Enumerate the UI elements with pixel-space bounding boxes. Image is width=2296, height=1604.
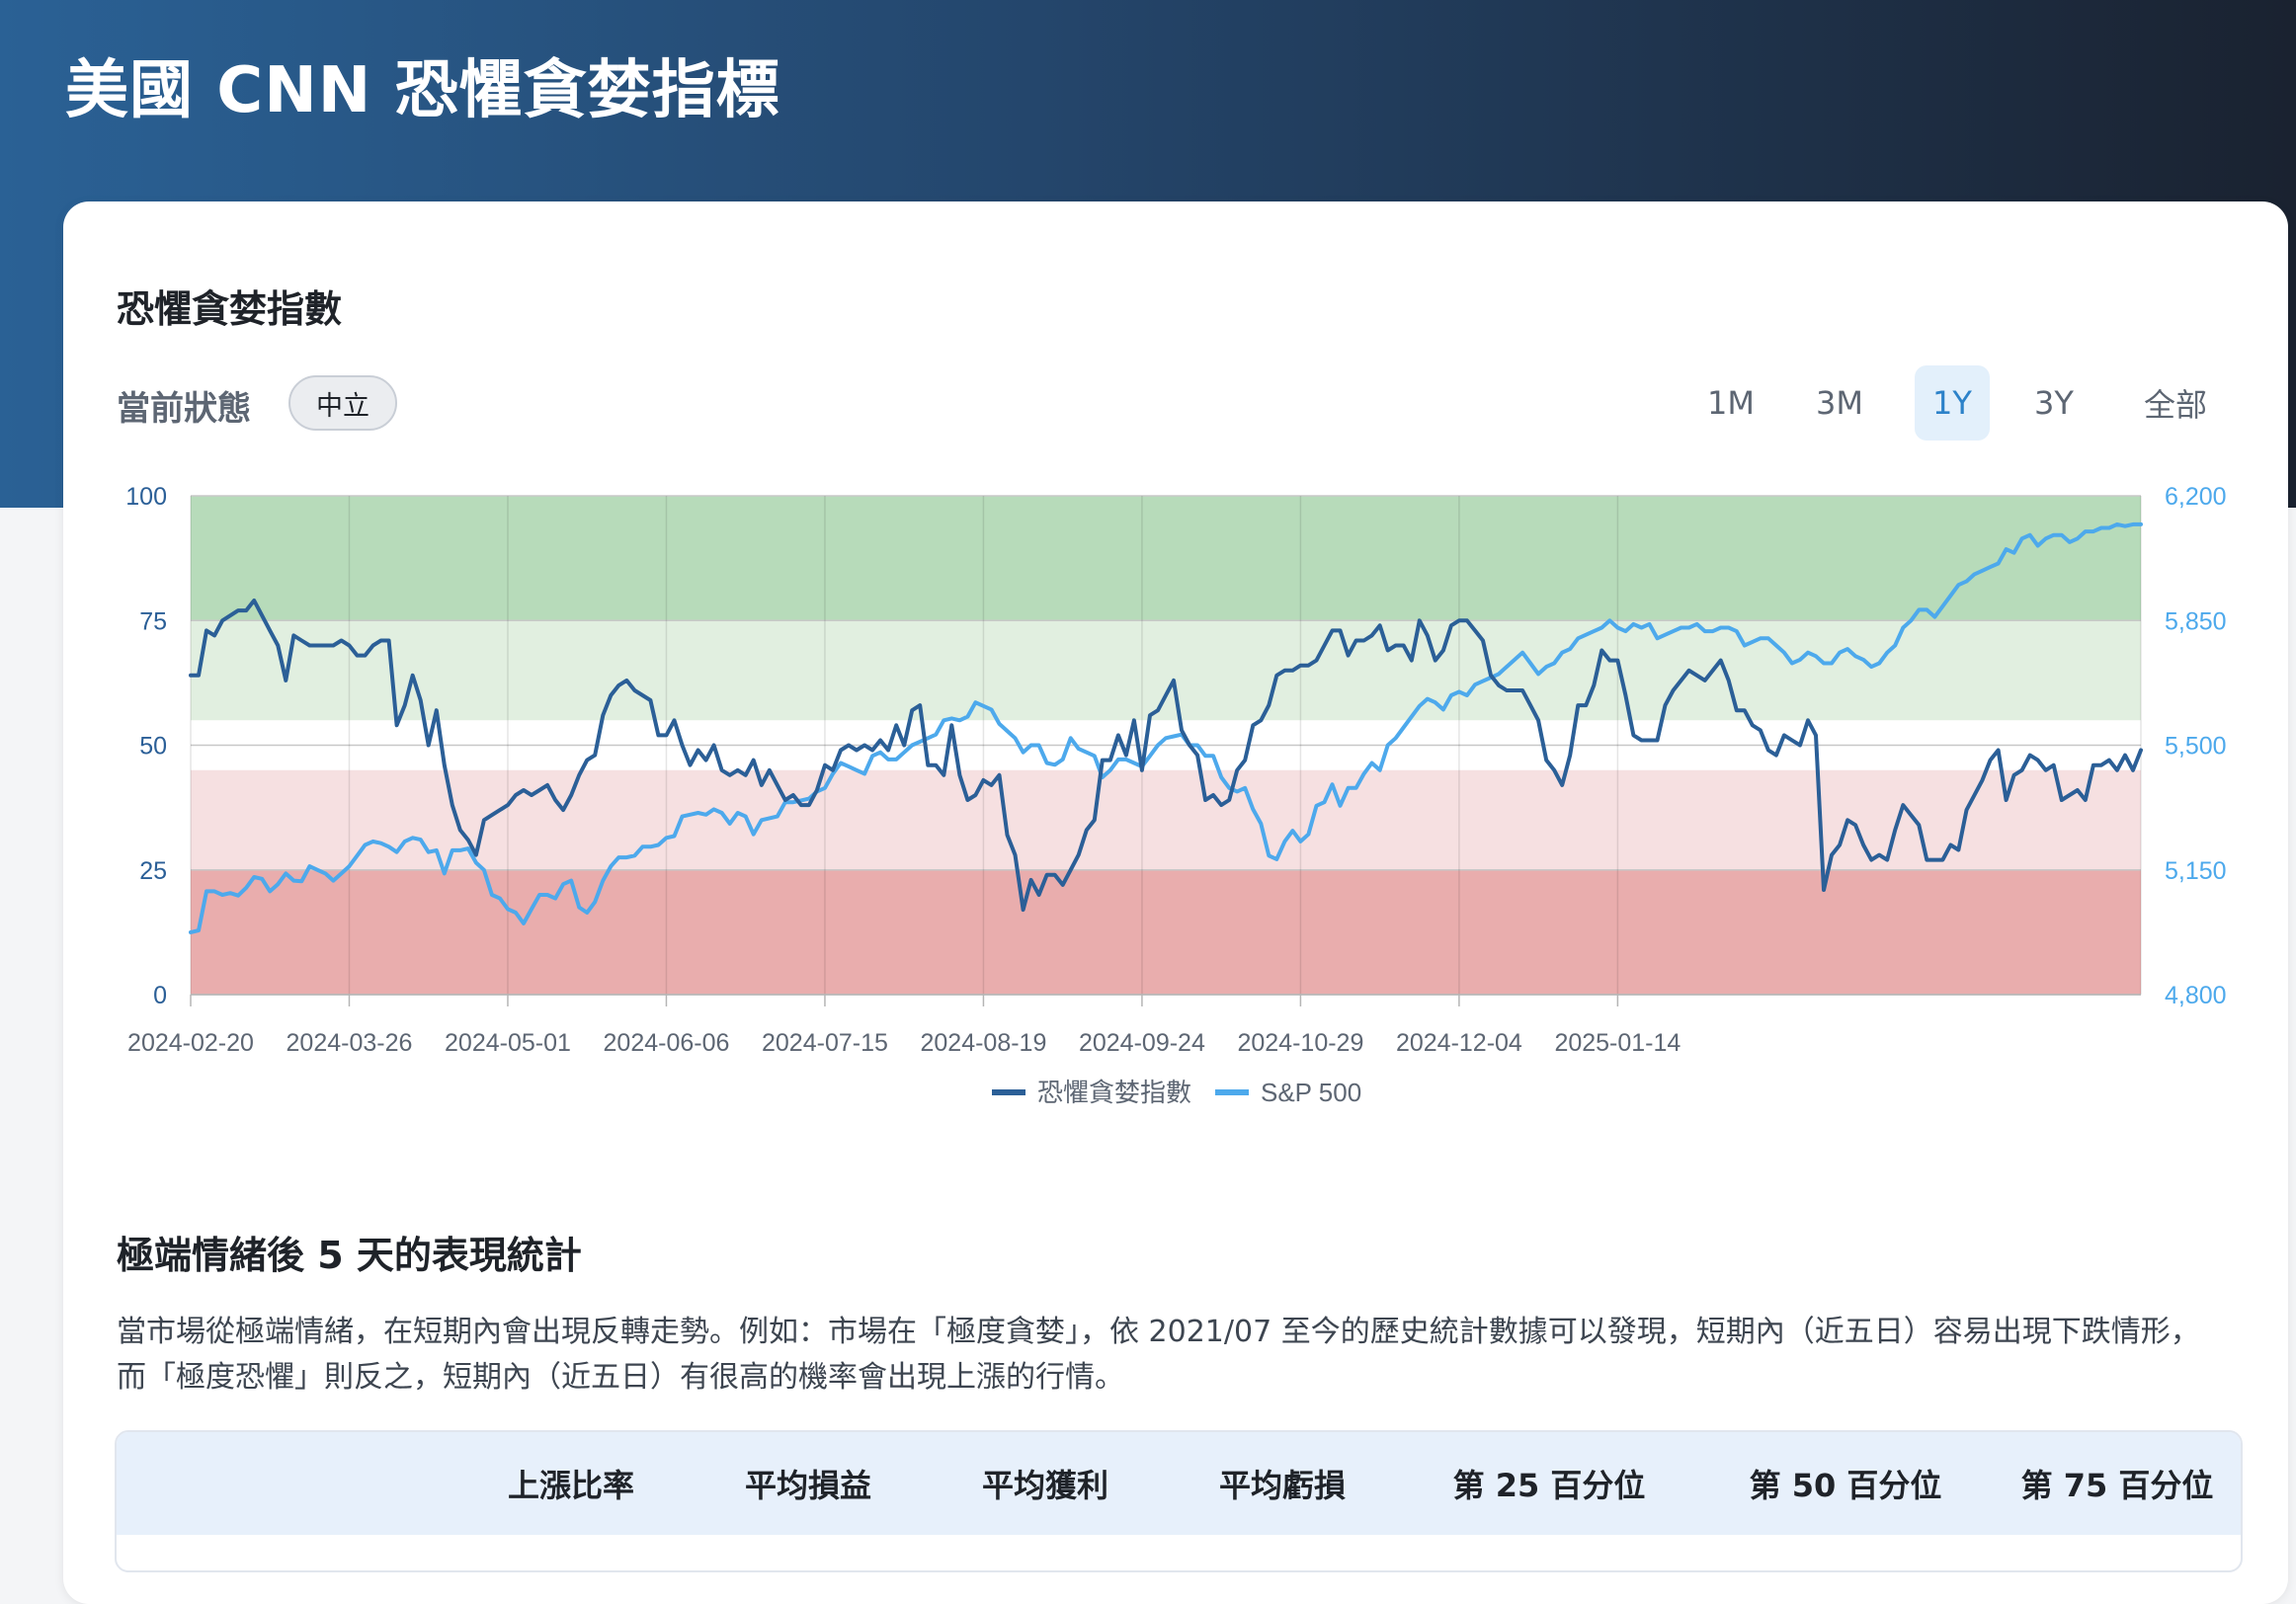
sentiment-zone bbox=[191, 620, 2141, 721]
range-tab-3m[interactable]: 3M bbox=[1816, 384, 1863, 422]
y-left-tick-label: 0 bbox=[153, 982, 167, 1009]
y-left-tick-label: 75 bbox=[139, 607, 167, 635]
fear-greed-series-line bbox=[189, 599, 2143, 913]
y-left-tick-label: 50 bbox=[139, 733, 167, 761]
stats-table-header: 上漲比率 平均損益 平均獲利 平均虧損 第 25 百分位 第 50 百分位 第 … bbox=[117, 1432, 2241, 1535]
y-right-tick-label: 6,200 bbox=[2165, 483, 2227, 511]
range-tab-1y[interactable]: 1Y bbox=[1915, 365, 1990, 441]
table-header-cell: 上漲比率 bbox=[507, 1467, 634, 1504]
range-tab-all[interactable]: 全部 bbox=[2143, 386, 2207, 424]
chart-zones bbox=[191, 496, 2141, 995]
chart-legend: 恐懼貪婪指數 S&P 500 bbox=[992, 1078, 1361, 1107]
y-right-tick-label: 5,850 bbox=[2165, 607, 2227, 635]
fear-greed-chart: 0 25 50 75 100 4,800 5,150 5,500 5,850 6,200 2024-… bbox=[125, 483, 2226, 1107]
sentiment-zone bbox=[191, 769, 2141, 870]
x-tick-label: 2024-05-01 bbox=[445, 1029, 571, 1057]
legend-fear-greed-label: 恐懼貪婪指數 bbox=[1037, 1078, 1191, 1107]
x-tick-label: 2024-02-20 bbox=[127, 1029, 254, 1057]
range-tab-1m[interactable]: 1M bbox=[1707, 384, 1755, 422]
stats-description: 當市場從極端情緒，在短期內會出現反轉走勢。例如：市場在「極度貪婪」，依 2021… bbox=[117, 1315, 2200, 1395]
table-header-cell: 第 25 百分位 bbox=[1452, 1467, 1646, 1504]
table-header-cell: 平均虧損 bbox=[1218, 1467, 1346, 1504]
x-tick-label: 2024-12-04 bbox=[1396, 1029, 1522, 1057]
x-tick-label: 2024-08-19 bbox=[920, 1029, 1046, 1057]
y-left-tick-label: 100 bbox=[125, 483, 167, 511]
chart-axes: 0 25 50 75 100 4,800 5,150 5,500 5,850 6,200 2024-… bbox=[125, 483, 2226, 1057]
y-right-tick-label: 5,500 bbox=[2165, 733, 2227, 761]
status-label: 當前狀態 bbox=[117, 389, 251, 429]
legend-sp500-label: S&P 500 bbox=[1261, 1078, 1361, 1107]
chart-section-title: 恐懼貪婪指數 bbox=[117, 287, 343, 331]
x-tick-label: 2024-09-24 bbox=[1079, 1029, 1205, 1057]
table-header-cell: 第 50 百分位 bbox=[1749, 1467, 1942, 1504]
sentiment-zone bbox=[191, 496, 2141, 621]
range-tabs: 1M 3M 1Y 3Y 全部 bbox=[1680, 365, 2233, 441]
y-right-tick-label: 5,150 bbox=[2165, 857, 2227, 885]
stats-table: 上漲比率 平均損益 平均獲利 平均虧損 第 25 百分位 第 50 百分位 第 … bbox=[115, 1430, 2243, 1572]
table-header-cell: 平均獲利 bbox=[981, 1467, 1108, 1504]
sentiment-zone bbox=[191, 869, 2141, 995]
table-header-cell bbox=[117, 1432, 452, 1535]
x-tick-label: 2024-07-15 bbox=[762, 1029, 888, 1057]
table-header-cell: 第 75 百分位 bbox=[2020, 1467, 2214, 1504]
x-tick-label: 2024-10-29 bbox=[1237, 1029, 1363, 1057]
chart-lines bbox=[189, 521, 2143, 934]
page-title: 美國 CNN 恐懼貪婪指標 bbox=[65, 54, 780, 127]
y-right-tick-label: 4,800 bbox=[2165, 982, 2227, 1009]
sp500-series-line bbox=[189, 521, 2143, 934]
status-badge: 中立 bbox=[288, 375, 397, 431]
x-tick-label: 2024-06-06 bbox=[604, 1029, 730, 1057]
stats-section-title: 極端情緒後 5 天的表現統計 bbox=[117, 1234, 582, 1277]
x-tick-label: 2024-03-26 bbox=[287, 1029, 413, 1057]
y-left-tick-label: 25 bbox=[139, 857, 167, 885]
range-tab-3y[interactable]: 3Y bbox=[2034, 384, 2074, 422]
x-tick-label: 2025-01-14 bbox=[1554, 1029, 1681, 1057]
chart-grid bbox=[190, 495, 2142, 996]
table-header-cell: 平均損益 bbox=[744, 1467, 871, 1504]
